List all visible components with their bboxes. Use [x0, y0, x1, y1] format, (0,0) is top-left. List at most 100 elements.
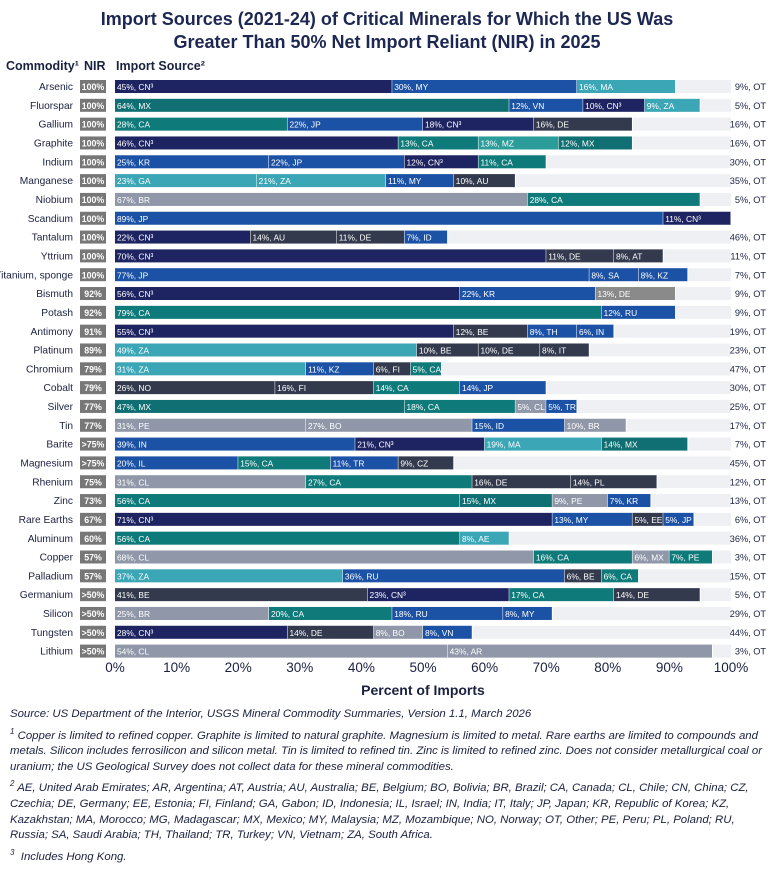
bar-segment-manganese-2 — [256, 174, 387, 188]
other-label-cobalt: 30%, OT — [730, 383, 767, 393]
segment-label-niobium-2: 28%, CA — [530, 195, 563, 205]
segment-label-cobalt-1: 26%, NO — [117, 383, 151, 393]
segment-label-scandium-2: 11%, CN³ — [665, 214, 701, 224]
nir-value-aluminum: 60% — [84, 534, 102, 544]
segment-label-tin-4: 10%, BR — [567, 421, 600, 431]
bar-segment-cobalt-2 — [275, 381, 374, 395]
footnote-2: 2 AE, United Arab Emirates; AR, Argentin… — [10, 780, 766, 843]
bar-segment-rhenium-1 — [115, 475, 306, 489]
bar-segment-palladium-1 — [115, 569, 343, 583]
bar-segment-tantalum-4 — [404, 230, 448, 244]
segment-label-indium-3: 12%, CN³ — [407, 157, 444, 167]
nir-badge-chromium — [80, 362, 106, 376]
bar-segment-magnesium-1 — [115, 456, 239, 470]
nir-value-niobium: 100% — [82, 195, 105, 205]
nir-badge-platinum — [80, 343, 106, 357]
commodity-label-rare-earths: Rare Earths — [19, 515, 73, 526]
bar-segment-tantalum-1 — [115, 230, 251, 244]
bar-segment-antimony-4 — [577, 324, 614, 338]
bar-segment-manganese-3 — [386, 174, 454, 188]
segment-label-zinc-3: 9%, PE — [554, 496, 582, 506]
nir-value-germanium: >50% — [82, 590, 105, 600]
bar-segment-tin-3 — [472, 418, 565, 432]
commodity-label-tin: Tin — [59, 421, 73, 432]
segment-label-gallium-1: 28%, CA — [117, 120, 150, 130]
commodity-label-arsenic: Arsenic — [39, 82, 73, 93]
bar-segment-germanium-1 — [115, 588, 368, 602]
nir-badge-potash — [80, 305, 106, 319]
nir-badge-lithium — [80, 644, 106, 658]
bar-segment-bismuth-2 — [459, 287, 596, 301]
bar-segment-graphite-4 — [558, 136, 633, 150]
bar-segment-arsenic-3 — [577, 80, 676, 93]
bar-segment-chromium-2 — [305, 362, 374, 376]
segment-label-palladium-2: 36%, RU — [345, 571, 379, 581]
segment-label-scandium-1: 89%, JP — [117, 214, 149, 224]
commodity-label-rhenium: Rhenium — [32, 477, 73, 488]
other-label-manganese: 35%, OT — [730, 176, 767, 186]
segment-label-graphite-4: 12%, MX — [561, 139, 595, 149]
nir-badge-rhenium — [80, 475, 106, 489]
segment-label-tantalum-2: 14%, AU — [253, 233, 286, 243]
segment-label-zinc-2: 15%, MX — [462, 496, 496, 506]
nir-badge-antimony — [80, 324, 106, 338]
segment-label-silicon-4: 8%, MY — [505, 609, 535, 619]
segment-label-gallium-2: 22%, JP — [289, 120, 321, 130]
bar-segment-antimony-1 — [115, 324, 454, 338]
segment-label-cobalt-4: 14%, JP — [462, 383, 494, 393]
bar-segment-titanium-sponge-1 — [115, 268, 590, 282]
bar-segment-palladium-2 — [342, 569, 565, 583]
segment-label-potash-1: 79%, CA — [117, 308, 150, 318]
bar-segment-titanium-sponge-2 — [589, 268, 639, 282]
bar-segment-graphite-2 — [398, 136, 479, 150]
segment-label-fluorspar-1: 64%, MX — [117, 101, 151, 111]
bar-segment-yttrium-2 — [546, 249, 614, 263]
nir-value-potash: 92% — [84, 308, 102, 318]
segment-label-tantalum-3: 11%, DE — [339, 233, 372, 243]
segment-label-yttrium-1: 70%, CN³ — [117, 251, 154, 261]
other-label-niobium: 5%, OT — [735, 195, 767, 205]
other-label-fluorspar: 5%, OT — [735, 101, 767, 111]
other-label-aluminum: 36%, OT — [730, 534, 767, 544]
x-tick-label: 70% — [533, 660, 560, 675]
bar-segment-palladium-4 — [601, 569, 639, 583]
segment-label-indium-4: 11%, CA — [480, 157, 513, 167]
segment-label-rhenium-2: 27%, CA — [308, 477, 341, 487]
segment-label-arsenic-3: 16%, MA — [579, 82, 613, 92]
other-label-copper: 3%, OT — [735, 553, 767, 563]
nir-badge-bismuth — [80, 287, 106, 301]
bar-segment-gallium-1 — [115, 117, 288, 131]
segment-label-yttrium-3: 8%, AT — [616, 251, 642, 261]
bar-segment-zinc-4 — [607, 494, 651, 508]
commodity-label-silver: Silver — [48, 402, 74, 413]
commodity-label-fluorspar: Fluorspar — [30, 101, 74, 112]
other-label-tin: 17%, OT — [730, 421, 767, 431]
segment-label-manganese-3: 11%, MY — [388, 176, 422, 186]
segment-label-rhenium-1: 31%, CL — [117, 477, 149, 487]
nir-value-tantalum: 100% — [82, 233, 105, 243]
segment-label-antimony-3: 8%, TH — [530, 327, 558, 337]
nir-badge-titanium-sponge — [80, 268, 106, 282]
other-label-graphite: 16%, OT — [730, 139, 767, 149]
chart-title-line-1: Import Sources (2021-24) of Critical Min… — [100, 9, 674, 29]
segment-label-graphite-1: 46%, CN³ — [117, 139, 154, 149]
commodity-label-germanium: Germanium — [20, 590, 73, 601]
bar-segment-barite-3 — [484, 437, 602, 451]
bar-segment-barite-1 — [115, 437, 356, 451]
bar-segment-gallium-2 — [287, 117, 423, 131]
segment-label-magnesium-2: 15%, CA — [240, 459, 273, 469]
bar-segment-chromium-4 — [410, 362, 442, 376]
segment-label-manganese-1: 23%, GA — [117, 176, 151, 186]
other-label-antimony: 19%, OT — [730, 327, 767, 337]
x-axis-label: Percent of Imports — [361, 682, 485, 698]
nir-value-titanium-sponge: 100% — [82, 270, 105, 280]
nir-badge-barite — [80, 437, 106, 451]
segment-label-tin-3: 15%, ID — [474, 421, 504, 431]
bar-segment-titanium-sponge-3 — [638, 268, 688, 282]
bar-segment-rhenium-2 — [305, 475, 473, 489]
bar-segment-silicon-2 — [269, 606, 393, 620]
bar-segment-tin-4 — [564, 418, 627, 432]
segment-label-tungsten-4: 8%, VN — [425, 628, 453, 638]
segment-label-arsenic-2: 30%, MY — [394, 82, 428, 92]
bar-segment-rare-earths-4 — [663, 512, 695, 526]
